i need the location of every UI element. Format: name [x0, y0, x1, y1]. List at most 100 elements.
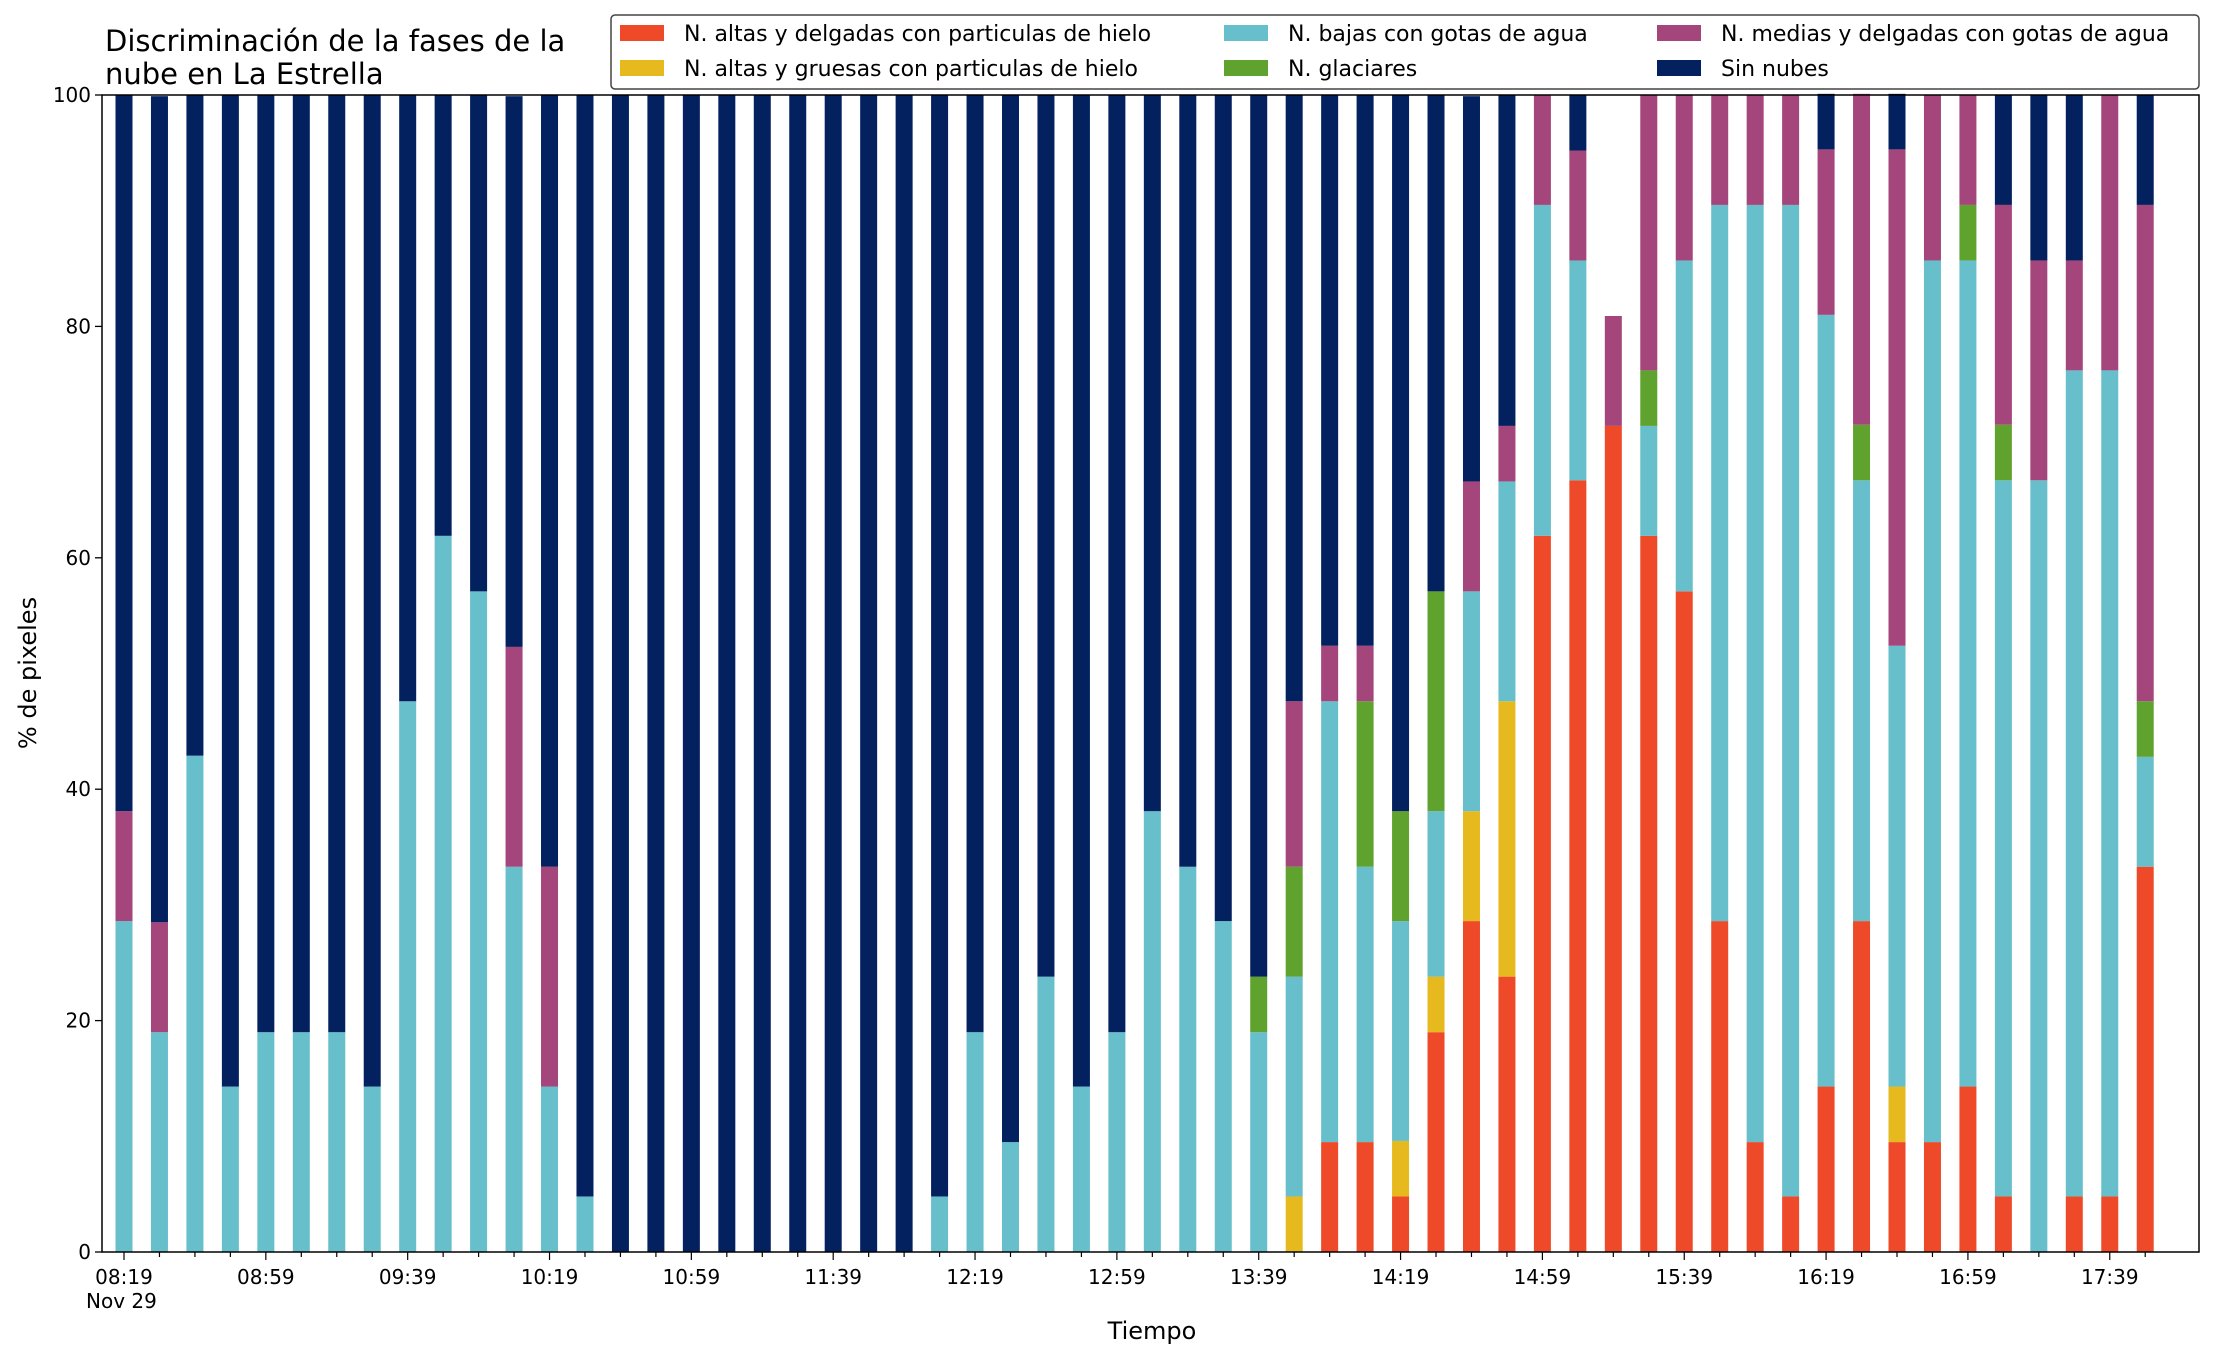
legend-entry: N. medias y delgadas con gotas de agua — [1721, 22, 2169, 47]
bar-segment — [1285, 1196, 1303, 1252]
bar-segment — [328, 95, 346, 1033]
bar-segment — [1002, 95, 1019, 1143]
bar-segment — [2101, 1196, 2119, 1252]
bar-segment — [1817, 314, 1835, 1087]
bar-segment — [1817, 149, 1835, 315]
bar-segment — [1711, 95, 1729, 205]
bar-segment — [541, 866, 559, 1087]
bar-segment — [1392, 1196, 1410, 1252]
bar-segment — [1285, 95, 1303, 702]
bar-segment — [1321, 645, 1339, 702]
legend-swatch — [1657, 25, 1701, 41]
legend-entry: N. glaciares — [1288, 57, 1417, 82]
legend-entry: N. altas y gruesas con particulas de hie… — [684, 57, 1138, 82]
bar-segment — [1356, 645, 1374, 702]
bar-segment — [576, 95, 594, 1197]
bar-segment — [1959, 260, 1977, 1087]
bar-segment — [2136, 701, 2154, 757]
bar-segment — [1321, 701, 1339, 1143]
bar-segment — [1143, 811, 1161, 1252]
bar-segment — [2030, 480, 2048, 1252]
bar-segment — [292, 95, 310, 1033]
bar-segment — [115, 921, 133, 1252]
bar-segment — [257, 1032, 275, 1252]
bar-segment — [1817, 93, 1835, 150]
bar-segment — [221, 95, 239, 1087]
bar-segment — [1994, 424, 2012, 481]
bar-segment — [1959, 204, 1977, 261]
legend-frame — [610, 14, 2200, 90]
bar-segment — [718, 95, 736, 1252]
bar-segment — [1037, 95, 1055, 977]
y-tick-label: 100 — [53, 83, 91, 107]
bar-segment — [221, 1086, 239, 1252]
bar-segment — [1746, 95, 1764, 205]
bar-segment — [1143, 95, 1161, 812]
bar-segment — [1427, 1032, 1445, 1252]
bar-segment — [150, 96, 168, 923]
bar-segment — [505, 646, 523, 867]
bar-segment — [541, 95, 559, 867]
bar-segment — [1675, 591, 1693, 1252]
legend-swatch — [620, 60, 664, 76]
bar-segment — [1640, 535, 1658, 1252]
legend-entry: N. bajas con gotas de agua — [1288, 22, 1588, 47]
bar-segment — [2136, 756, 2154, 867]
bar-segment — [363, 95, 381, 1087]
bar-segment — [399, 95, 417, 702]
y-axis-label: % de pixeles — [14, 597, 42, 749]
bar-segment — [1072, 1086, 1090, 1252]
bar-segment — [1853, 424, 1871, 481]
bar-segment — [1746, 1142, 1764, 1252]
bar-segment — [1108, 1032, 1126, 1252]
bar-segment — [1959, 1086, 1977, 1252]
bar-segment — [1427, 811, 1445, 977]
y-axis: 0 20 40 60 80 100 — [53, 83, 102, 1264]
bar-segment — [1250, 976, 1268, 1033]
bar-segment — [1108, 95, 1126, 1033]
bar-segment — [1285, 701, 1303, 867]
bar-segment — [1072, 95, 1090, 1087]
bar-segment — [1994, 204, 2012, 425]
bar-segment — [931, 1196, 949, 1252]
y-tick-label: 0 — [78, 1240, 91, 1264]
bar-segment — [2101, 95, 2119, 371]
bar-segment — [257, 95, 275, 1033]
bar-segment — [895, 95, 913, 1252]
bar-segment — [2030, 95, 2048, 261]
bar-segment — [1462, 811, 1480, 922]
x-tick-label: 16:59 — [1939, 1265, 1997, 1289]
bar-segment — [150, 922, 168, 1033]
x-axis-label: Tiempo — [1107, 1317, 1197, 1345]
bar-segment — [1817, 1086, 1835, 1252]
bar-segment — [1392, 1140, 1410, 1197]
bar-segment — [2136, 95, 2154, 205]
bar-segment — [1923, 1142, 1941, 1252]
bar-segment — [1356, 1142, 1374, 1252]
x-tick-label: 12:59 — [1088, 1265, 1146, 1289]
bar-segment — [1782, 95, 1800, 205]
bar-segment — [1462, 591, 1480, 812]
bar-segment — [1321, 1142, 1339, 1252]
bar-segment — [1569, 95, 1587, 151]
bar-segment — [328, 1032, 346, 1252]
x-tick-sublabel: Nov 29 — [86, 1289, 157, 1313]
bars-layer — [115, 93, 2154, 1252]
y-tick-label: 80 — [66, 314, 91, 338]
bar-segment — [1214, 921, 1232, 1252]
legend-swatch — [1224, 25, 1268, 41]
x-tick-label: 10:59 — [663, 1265, 721, 1289]
bar-segment — [2065, 1196, 2083, 1252]
x-tick-label: 14:19 — [1372, 1265, 1430, 1289]
bar-segment — [1427, 976, 1445, 1033]
bar-segment — [434, 535, 452, 1252]
bar-segment — [1498, 425, 1516, 482]
bar-segment — [2030, 260, 2048, 481]
bar-segment — [1569, 150, 1587, 261]
bar-segment — [2136, 866, 2154, 1252]
bar-segment — [1888, 1086, 1906, 1143]
bar-segment — [1392, 95, 1410, 812]
x-axis: 08:19 08:59 09:39 10:19 10:59 11:39 12:19 12:59… — [86, 1252, 2146, 1313]
bar-segment — [1604, 315, 1622, 426]
